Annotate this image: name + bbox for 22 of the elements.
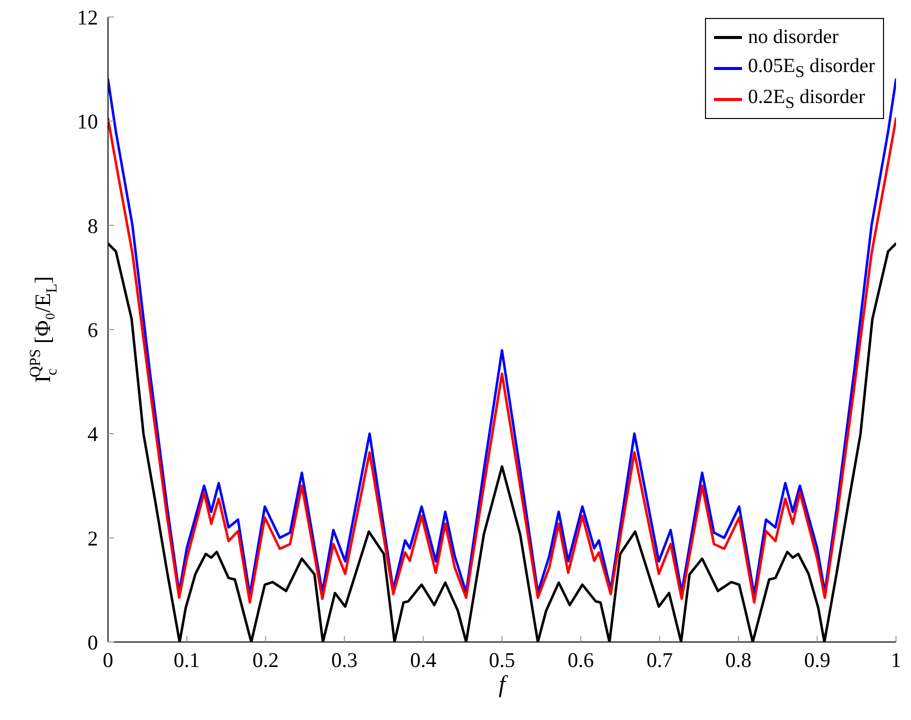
y-tick-label: 4: [88, 422, 98, 446]
legend-label: 0.2E$_{S}$ disorder: [748, 86, 865, 113]
x-tick-label: 0.2: [252, 648, 279, 672]
legend-label: 0.05E$_{S}$ disorder: [748, 55, 875, 82]
x-tick-label: 0.4: [410, 648, 437, 672]
x-tick-label: 0.8: [725, 648, 752, 672]
x-tick-label: 1: [890, 648, 902, 672]
x-tick-label: 0.3: [331, 648, 358, 672]
y-tick-label: 2: [88, 526, 98, 550]
y-tick-label: 10: [77, 110, 98, 134]
x-tick-label: 0.9: [804, 648, 830, 672]
y-tick-label: 6: [88, 318, 98, 342]
x-tick-label: 0.6: [568, 648, 594, 672]
x-tick-label: 0: [102, 648, 114, 672]
y-tick-label: 12: [77, 5, 98, 30]
x-tick-label: 0.5: [488, 648, 516, 672]
x-axis-title: f: [498, 672, 509, 698]
x-tick-label: 0.1: [174, 648, 200, 672]
x-tick-label: 0.7: [646, 648, 673, 672]
y-tick-label: 0: [88, 630, 98, 654]
legend-label: no disorder: [748, 26, 839, 49]
y-tick-label: 8: [88, 214, 98, 238]
